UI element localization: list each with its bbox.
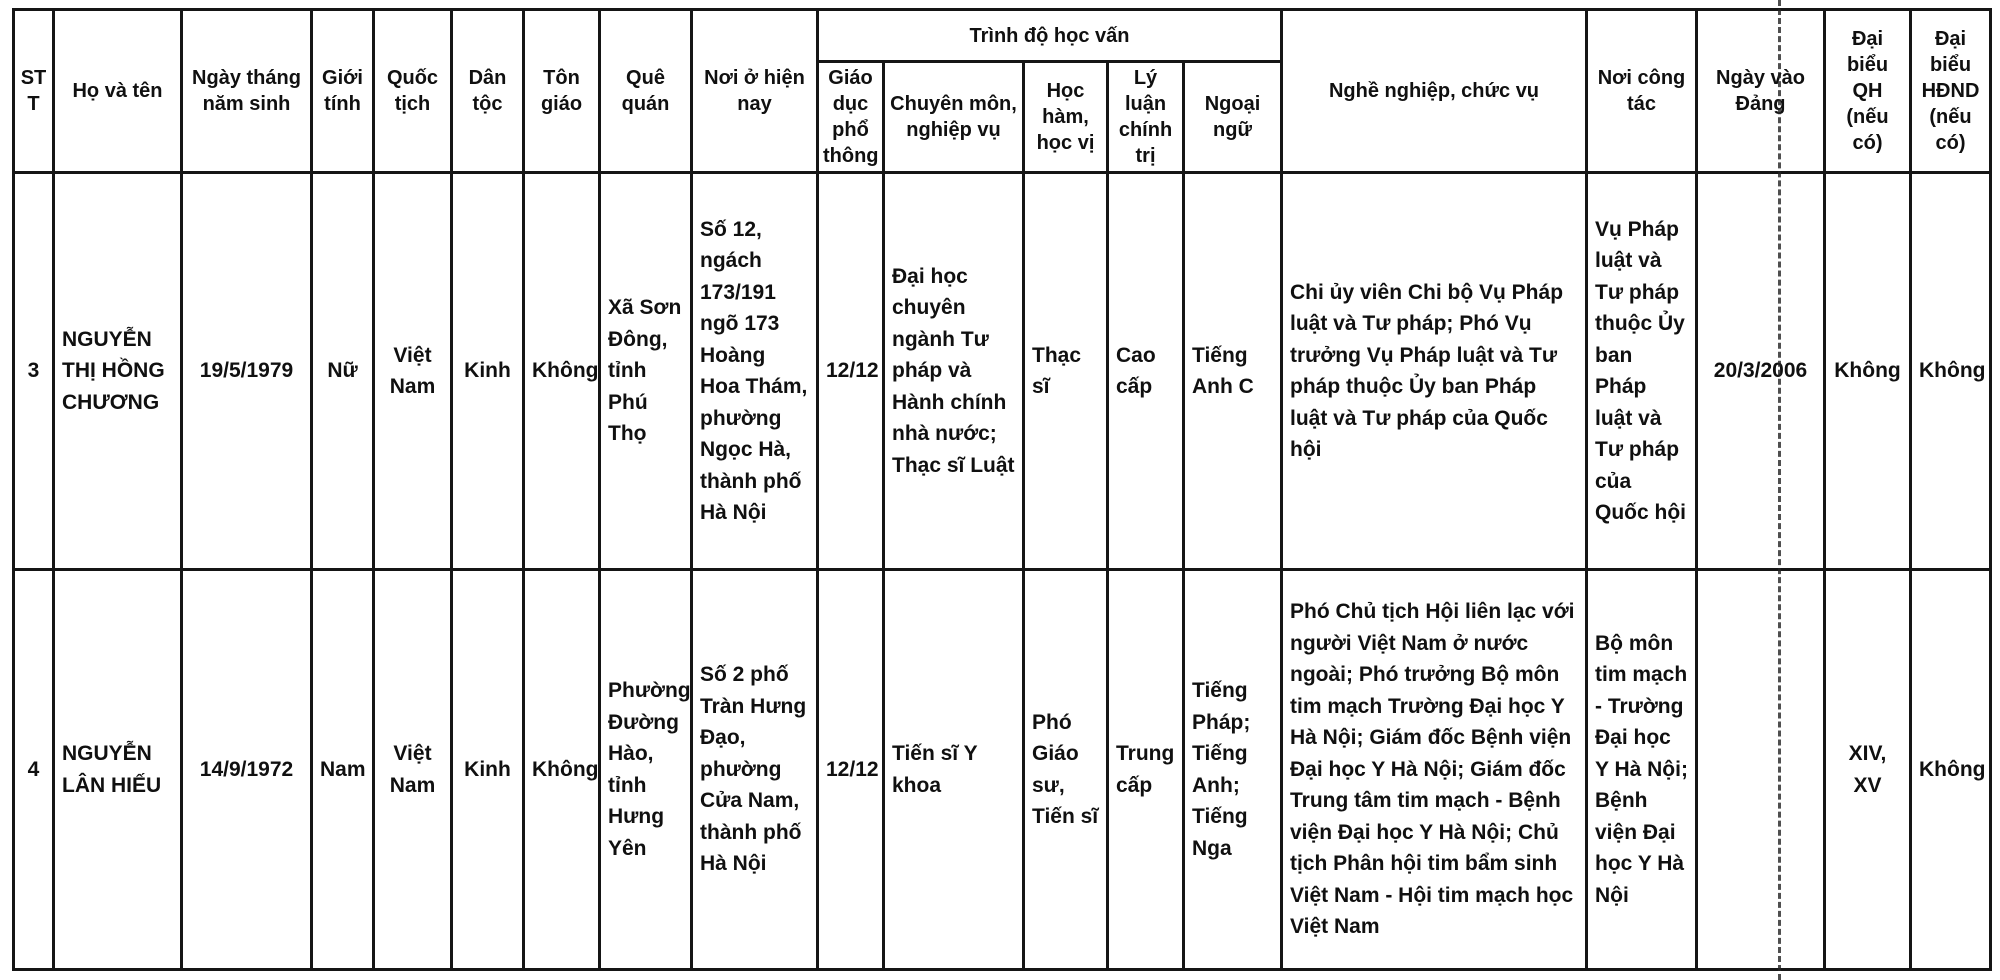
- col-header-occupation: Nghề nghiệp, chức vụ: [1280, 8, 1588, 174]
- cell-workplace: Bộ môn tim mạch - Trường Đại học Y Hà Nộ…: [1585, 568, 1698, 971]
- cell-hometown: Phường Đường Hào, tỉnh Hưng Yên: [598, 568, 693, 971]
- col-header-edu-political: Lý luận chính trị: [1106, 60, 1185, 174]
- col-header-deputy-hdnd: Đại biểu HĐND (nếu có): [1909, 8, 1992, 174]
- col-header-stt: ST T: [12, 8, 55, 174]
- col-header-dob: Ngày tháng năm sinh: [180, 8, 313, 174]
- col-header-deputy-qh: Đại biểu QH (nếu có): [1823, 8, 1912, 174]
- col-header-edu-professional: Chuyên môn, nghiệp vụ: [882, 60, 1025, 174]
- col-header-edu-language: Ngoại ngữ: [1182, 60, 1283, 174]
- cell-edu-general: 12/12: [816, 568, 885, 971]
- cell-stt: 3: [12, 171, 55, 571]
- cell-religion: Không: [522, 568, 601, 971]
- cell-edu-professional: Đại học chuyên ngành Tư pháp và Hành chí…: [882, 171, 1025, 571]
- cell-party-date: [1695, 568, 1826, 971]
- header-row-group: ST T Họ và tên Ngày tháng năm sinh Giới …: [12, 8, 1992, 174]
- cell-hometown: Xã Sơn Đông, tỉnh Phú Thọ: [598, 171, 693, 571]
- cell-occupation: Phó Chủ tịch Hội liên lạc với người Việt…: [1280, 568, 1588, 971]
- candidate-table: ST T Họ và tên Ngày tháng năm sinh Giới …: [12, 8, 1992, 971]
- cell-edu-political: Trung cấp: [1106, 568, 1185, 971]
- table-row: 4 NGUYỄN LÂN HIẾU 14/9/1972 Nam Việt Nam…: [12, 568, 1992, 971]
- table-row: 3 NGUYỄN THỊ HỒNG CHƯƠNG 19/5/1979 Nữ Vi…: [12, 171, 1992, 571]
- cell-stt: 4: [12, 568, 55, 971]
- col-header-hometown: Quê quán: [598, 8, 693, 174]
- col-header-name: Họ và tên: [52, 8, 183, 174]
- cell-religion: Không: [522, 171, 601, 571]
- cell-edu-political: Cao cấp: [1106, 171, 1185, 571]
- cell-edu-academic: Phó Giáo sư, Tiến sĩ: [1022, 568, 1109, 971]
- header-row-education-sub: Giáo dục phổ thông Chuyên môn, nghiệp vụ…: [14, 60, 1991, 174]
- cell-dob: 14/9/1972: [180, 568, 313, 971]
- cell-edu-language: Tiếng Anh C: [1182, 171, 1283, 571]
- col-header-edu-academic: Học hàm, học vị: [1022, 60, 1109, 174]
- cell-deputy-qh: Không: [1823, 171, 1912, 571]
- cell-workplace: Vụ Pháp luật và Tư pháp thuộc Ủy ban Phá…: [1585, 171, 1698, 571]
- cell-deputy-qh: XIV, XV: [1823, 568, 1912, 971]
- cell-residence: Số 12, ngách 173/191 ngõ 173 Hoàng Hoa T…: [690, 171, 819, 571]
- col-header-workplace: Nơi công tác: [1585, 8, 1698, 174]
- cell-edu-language: Tiếng Pháp; Tiếng Anh; Tiếng Nga: [1182, 568, 1283, 971]
- cell-edu-professional: Tiến sĩ Y khoa: [882, 568, 1025, 971]
- cell-edu-general: 12/12: [816, 171, 885, 571]
- cell-name: NGUYỄN LÂN HIẾU: [52, 568, 183, 971]
- cell-residence: Số 2 phố Tràn Hưng Đạo, phường Cửa Nam, …: [690, 568, 819, 971]
- cell-name: NGUYỄN THỊ HỒNG CHƯƠNG: [52, 171, 183, 571]
- col-header-residence: Nơi ở hiện nay: [690, 8, 819, 174]
- col-header-party-date: Ngày vào Đảng: [1695, 8, 1826, 174]
- cell-deputy-hdnd: Không: [1909, 171, 1992, 571]
- cell-dob: 19/5/1979: [180, 171, 313, 571]
- cell-ethnicity: Kinh: [450, 568, 525, 971]
- cell-party-date: 20/3/2006: [1695, 171, 1826, 571]
- scanned-document-page: ST T Họ và tên Ngày tháng năm sinh Giới …: [12, 8, 1992, 971]
- cell-nationality: Việt Nam: [372, 171, 453, 571]
- cell-nationality: Việt Nam: [372, 568, 453, 971]
- col-header-religion: Tôn giáo: [522, 8, 601, 174]
- col-header-nationality: Quốc tịch: [372, 8, 453, 174]
- cell-edu-academic: Thạc sĩ: [1022, 171, 1109, 571]
- cell-occupation: Chi ủy viên Chi bộ Vụ Pháp luật và Tư ph…: [1280, 171, 1588, 571]
- col-header-edu-general: Giáo dục phổ thông: [816, 60, 885, 174]
- cell-gender: Nam: [310, 568, 375, 971]
- cell-ethnicity: Kinh: [450, 171, 525, 571]
- col-header-education-group: Trình độ học vấn: [816, 8, 1283, 63]
- cell-deputy-hdnd: Không: [1909, 568, 1992, 971]
- cell-gender: Nữ: [310, 171, 375, 571]
- col-header-ethnicity: Dân tộc: [450, 8, 525, 174]
- col-header-gender: Giới tính: [310, 8, 375, 174]
